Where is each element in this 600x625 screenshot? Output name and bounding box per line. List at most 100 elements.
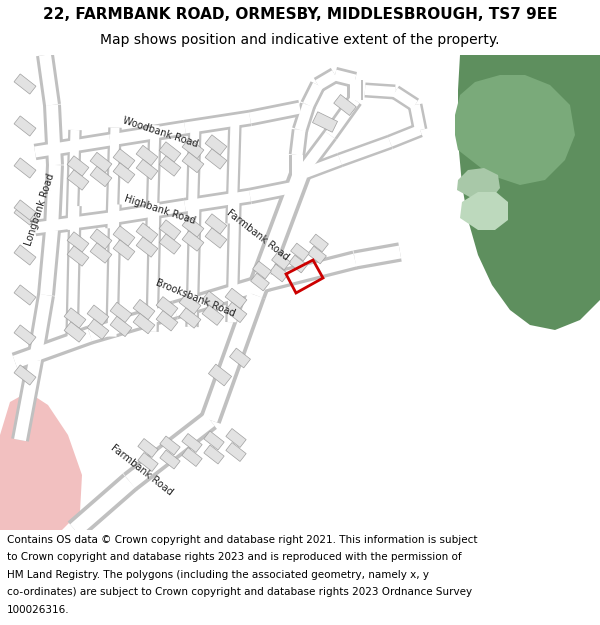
Polygon shape	[64, 308, 86, 328]
Polygon shape	[145, 202, 162, 332]
Polygon shape	[109, 120, 187, 148]
Polygon shape	[90, 166, 112, 187]
Polygon shape	[148, 202, 160, 332]
Polygon shape	[289, 129, 308, 156]
Polygon shape	[159, 234, 181, 254]
Polygon shape	[37, 229, 61, 296]
Polygon shape	[182, 138, 204, 159]
Polygon shape	[65, 130, 82, 230]
Polygon shape	[87, 319, 109, 339]
Polygon shape	[113, 226, 135, 246]
Polygon shape	[172, 272, 271, 319]
Polygon shape	[43, 164, 64, 231]
Polygon shape	[296, 132, 334, 178]
Polygon shape	[105, 204, 122, 337]
Polygon shape	[34, 213, 111, 234]
Polygon shape	[298, 153, 343, 182]
Polygon shape	[205, 228, 227, 248]
Polygon shape	[0, 392, 82, 530]
Polygon shape	[136, 159, 158, 179]
Polygon shape	[67, 232, 89, 252]
Polygon shape	[179, 308, 201, 328]
Polygon shape	[133, 299, 155, 320]
Polygon shape	[14, 365, 36, 385]
Polygon shape	[43, 104, 64, 166]
Polygon shape	[36, 54, 61, 106]
Polygon shape	[248, 100, 302, 126]
Polygon shape	[227, 120, 239, 224]
Polygon shape	[26, 294, 55, 361]
Polygon shape	[138, 439, 158, 458]
Polygon shape	[40, 229, 58, 296]
Polygon shape	[266, 254, 356, 288]
Polygon shape	[308, 246, 326, 264]
Polygon shape	[13, 329, 92, 368]
Polygon shape	[205, 149, 227, 169]
Polygon shape	[68, 130, 79, 230]
Polygon shape	[338, 138, 392, 165]
Polygon shape	[310, 234, 328, 252]
Text: Farmbank Road: Farmbank Road	[109, 442, 175, 498]
Text: Map shows position and indicative extent of the property.: Map shows position and indicative extent…	[100, 33, 500, 47]
Polygon shape	[107, 127, 119, 229]
Polygon shape	[145, 125, 162, 227]
Polygon shape	[292, 155, 302, 175]
Polygon shape	[46, 105, 61, 165]
Polygon shape	[14, 158, 36, 178]
Polygon shape	[225, 302, 247, 322]
Polygon shape	[123, 411, 217, 491]
Polygon shape	[249, 102, 301, 123]
Polygon shape	[109, 201, 186, 223]
Polygon shape	[226, 442, 246, 461]
Polygon shape	[188, 201, 199, 327]
Polygon shape	[64, 322, 86, 342]
Polygon shape	[136, 237, 158, 257]
Polygon shape	[292, 129, 305, 156]
Polygon shape	[182, 434, 202, 452]
Polygon shape	[292, 102, 316, 132]
Polygon shape	[303, 82, 323, 107]
Polygon shape	[407, 104, 427, 131]
Polygon shape	[113, 149, 135, 169]
Text: Brooksbank Road: Brooksbank Road	[154, 278, 236, 319]
Polygon shape	[188, 122, 199, 226]
Polygon shape	[202, 305, 224, 326]
Polygon shape	[333, 67, 357, 88]
Polygon shape	[156, 297, 178, 317]
Polygon shape	[266, 251, 358, 291]
Polygon shape	[125, 414, 215, 488]
Polygon shape	[204, 445, 224, 464]
Polygon shape	[354, 246, 401, 266]
Polygon shape	[225, 199, 242, 322]
Polygon shape	[90, 243, 112, 263]
Polygon shape	[204, 431, 224, 450]
Polygon shape	[148, 125, 160, 227]
Polygon shape	[14, 359, 41, 441]
Polygon shape	[110, 316, 132, 337]
Polygon shape	[184, 112, 251, 133]
Polygon shape	[184, 110, 251, 136]
Polygon shape	[182, 231, 204, 251]
Polygon shape	[29, 294, 52, 361]
Polygon shape	[455, 55, 600, 330]
Polygon shape	[113, 163, 135, 183]
Polygon shape	[323, 95, 362, 140]
Polygon shape	[253, 261, 271, 279]
Polygon shape	[88, 304, 177, 341]
Polygon shape	[136, 223, 158, 243]
Polygon shape	[205, 214, 227, 234]
Polygon shape	[205, 135, 227, 155]
Polygon shape	[182, 448, 202, 466]
Polygon shape	[87, 305, 109, 326]
Text: 100026316.: 100026316.	[7, 605, 70, 615]
Polygon shape	[301, 81, 325, 109]
Polygon shape	[334, 69, 356, 86]
Polygon shape	[138, 452, 158, 471]
Polygon shape	[248, 173, 307, 298]
Polygon shape	[68, 206, 79, 341]
Polygon shape	[347, 80, 363, 100]
Polygon shape	[110, 302, 132, 322]
Polygon shape	[410, 104, 425, 131]
Polygon shape	[14, 285, 36, 305]
Polygon shape	[159, 142, 181, 162]
